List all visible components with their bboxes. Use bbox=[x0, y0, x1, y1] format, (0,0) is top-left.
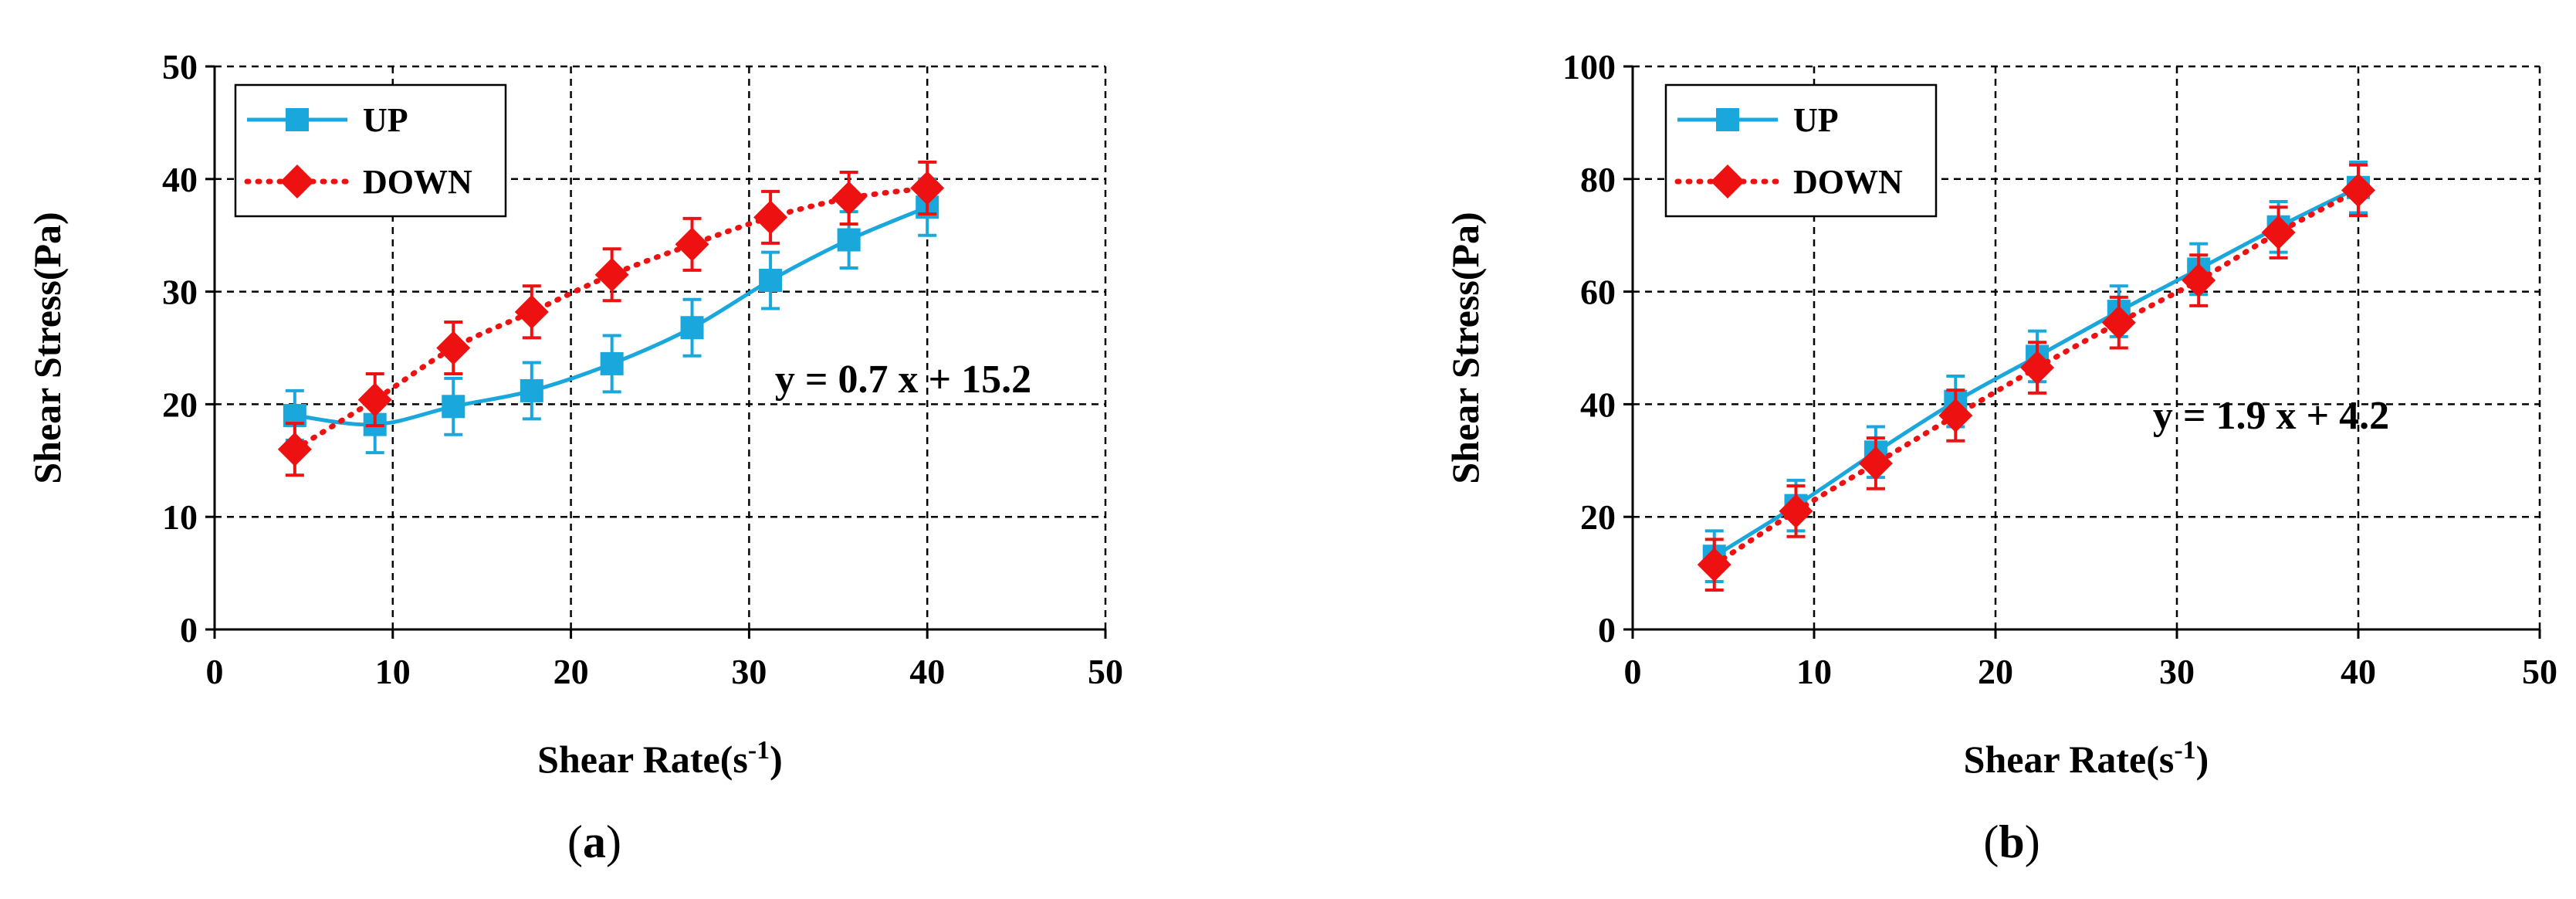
x-tick-label: 10 bbox=[375, 652, 411, 691]
data-point-down bbox=[910, 171, 945, 205]
data-point-down bbox=[436, 331, 471, 365]
chart-panel-b: 0 20 40 60 80 100 0 10 20 30 40 50 Shear Rate(s-1) Sh… bbox=[1444, 47, 2557, 781]
data-point-up bbox=[600, 351, 624, 375]
x-tick-label: 20 bbox=[1978, 652, 2013, 691]
data-point-down bbox=[2020, 351, 2055, 385]
legend-label-up: UP bbox=[1793, 101, 1839, 139]
y-tick-label: 60 bbox=[1580, 273, 1616, 312]
series-up bbox=[283, 177, 939, 455]
legend-label-down: DOWN bbox=[1793, 163, 1903, 201]
x-axis-title: Shear Rate(s-1) bbox=[1964, 736, 2209, 781]
y-tick-label: 20 bbox=[1580, 497, 1616, 537]
panel-letter: a bbox=[583, 816, 606, 867]
data-point-up bbox=[520, 378, 543, 402]
data-point-down bbox=[357, 382, 392, 417]
x-tick-label: 50 bbox=[2522, 652, 2557, 691]
panel-label-b: (b) bbox=[1983, 816, 2039, 867]
data-point-down bbox=[2341, 173, 2375, 208]
y-axis-title: Shear Stress(Pa) bbox=[1444, 212, 1487, 483]
data-point-down bbox=[2182, 263, 2216, 298]
y-tick-label: 80 bbox=[1580, 160, 1616, 199]
y-tick-label: 30 bbox=[162, 273, 198, 312]
legend-marker-down bbox=[280, 165, 314, 198]
series-down bbox=[1697, 163, 2375, 592]
data-point-up bbox=[680, 316, 704, 340]
x-tick-label: 0 bbox=[1624, 652, 1642, 691]
data-point-up bbox=[759, 269, 783, 293]
y-tick-label: 0 bbox=[180, 610, 198, 650]
y-tick-label: 40 bbox=[162, 160, 198, 199]
x-axis-title: Shear Rate(s-1) bbox=[537, 736, 783, 781]
data-point-down bbox=[2261, 215, 2296, 250]
legend-box bbox=[234, 83, 507, 218]
data-point-down bbox=[2101, 305, 2136, 340]
data-point-down bbox=[277, 432, 312, 466]
x-tick-label: 50 bbox=[1088, 652, 1123, 691]
y-axis-title: Shear Stress(Pa) bbox=[25, 212, 69, 483]
y-tick-label: 0 bbox=[1598, 610, 1616, 650]
y-tick-label: 40 bbox=[1580, 385, 1616, 424]
data-point-down bbox=[1697, 548, 1731, 582]
data-point-up bbox=[837, 228, 861, 252]
data-point-down bbox=[1938, 398, 1973, 433]
y-tick-label: 50 bbox=[162, 47, 198, 87]
legend-marker-up bbox=[1716, 108, 1739, 131]
data-point-down bbox=[1858, 446, 1893, 480]
legend: UP DOWN bbox=[1664, 83, 1938, 218]
data-point-down bbox=[1779, 494, 1813, 528]
series-line-down bbox=[292, 185, 930, 453]
data-point-down bbox=[514, 294, 549, 329]
data-point-down bbox=[753, 200, 788, 235]
legend-marker-down bbox=[1711, 165, 1745, 198]
x-tick-label: 30 bbox=[2159, 652, 2195, 691]
panel-label-a: (a) bbox=[567, 816, 621, 867]
fit-equation-a: y = 0.7 x + 15.2 bbox=[775, 358, 1031, 402]
data-point-down bbox=[594, 257, 629, 292]
x-tick-label: 0 bbox=[206, 652, 224, 691]
legend: UP DOWN bbox=[234, 83, 507, 218]
x-tick-label: 40 bbox=[2341, 652, 2376, 691]
legend-label-up: UP bbox=[363, 101, 408, 139]
data-point-down bbox=[831, 181, 866, 215]
x-tick-label: 20 bbox=[553, 652, 589, 691]
data-point-up bbox=[442, 395, 465, 419]
panel-letter: b bbox=[1999, 816, 2024, 867]
y-tick-label: 100 bbox=[1562, 47, 1616, 87]
legend-marker-up bbox=[286, 108, 309, 131]
data-point-down bbox=[675, 227, 709, 262]
series-down bbox=[277, 160, 945, 477]
legend-label-down: DOWN bbox=[363, 163, 472, 201]
x-tick-label: 40 bbox=[909, 652, 945, 691]
y-tick-label: 20 bbox=[162, 385, 198, 424]
y-tick-label: 10 bbox=[162, 497, 198, 537]
fit-equation-b: y = 1.9 x + 4.2 bbox=[2153, 394, 2389, 438]
x-tick-label: 30 bbox=[731, 652, 767, 691]
x-tick-label: 10 bbox=[1796, 652, 1832, 691]
chart-panel-a: 0 10 20 30 40 50 0 10 20 30 40 50 Shear Rate(s-1) She… bbox=[25, 47, 1123, 781]
legend-box bbox=[1664, 83, 1938, 218]
